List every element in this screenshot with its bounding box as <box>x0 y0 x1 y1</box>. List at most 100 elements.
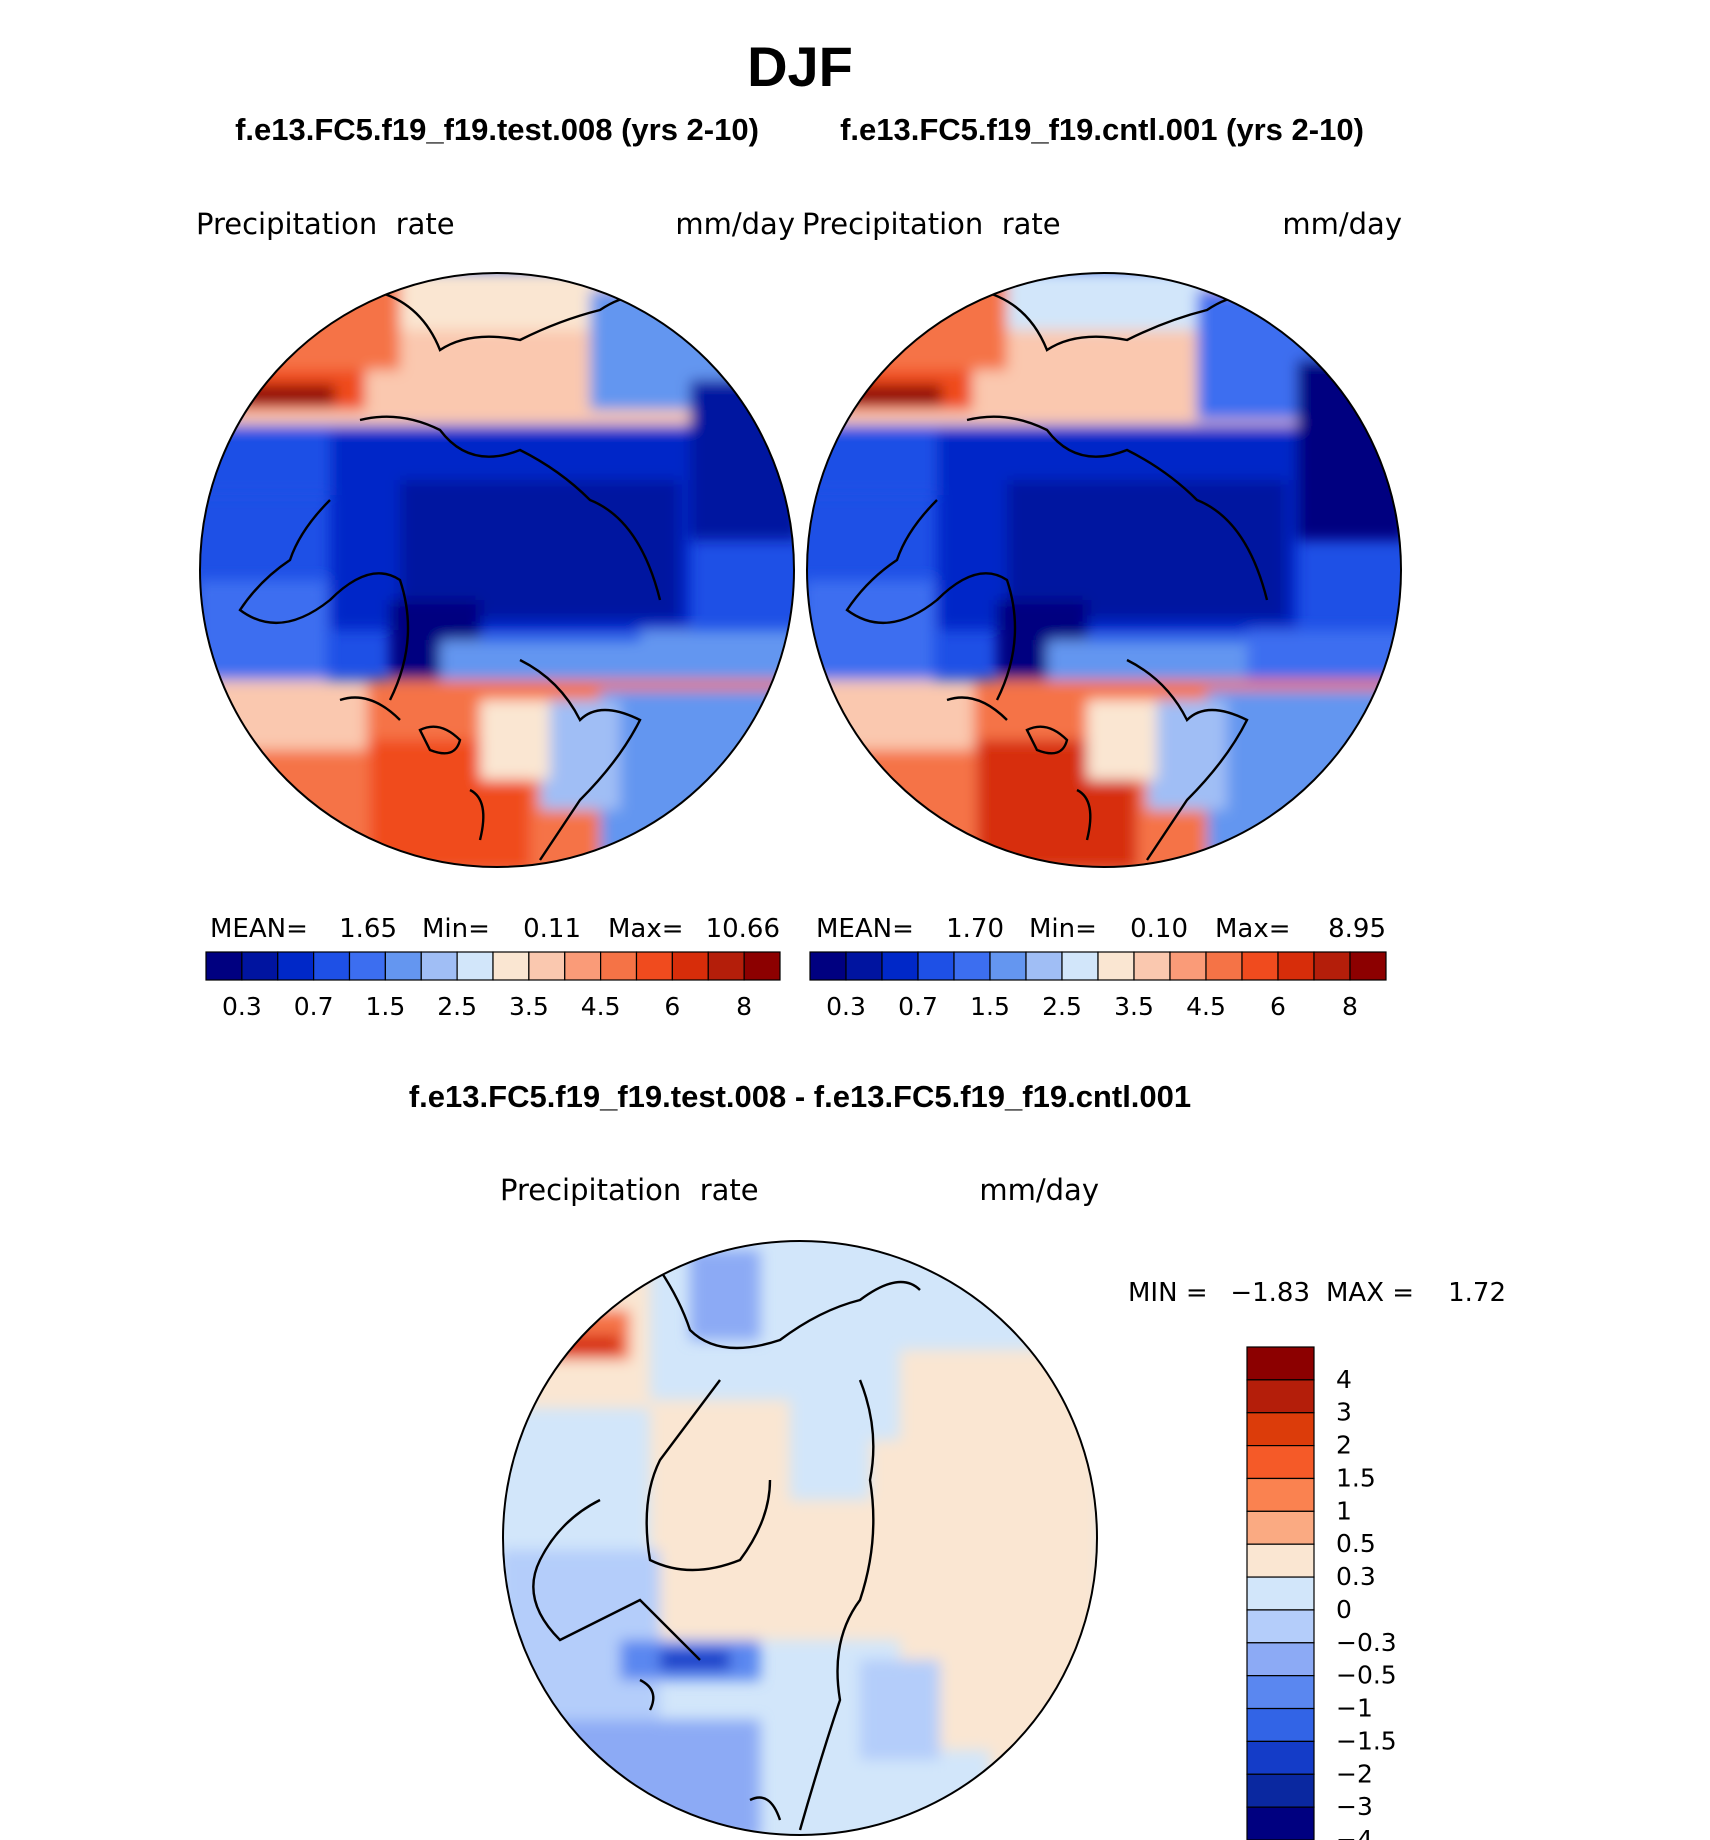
colorbar-swatch <box>1246 1477 1315 1512</box>
colorbar-swatch <box>1061 951 1099 981</box>
colorbar-swatch <box>671 951 709 981</box>
colorbar-tick-label: −1.5 <box>1336 1726 1397 1755</box>
colorbar-tick-label: 8 <box>1342 992 1358 1021</box>
colorbar-swatch <box>1097 951 1135 981</box>
max-label-test: Max= <box>608 914 684 944</box>
colorbar-swatch <box>743 951 781 981</box>
colorbar-swatch <box>1246 1675 1315 1710</box>
colorbar-swatch <box>1025 951 1063 981</box>
figure-title: DJF <box>747 35 853 98</box>
colorbar-tick-label: 0.3 <box>1336 1562 1376 1591</box>
colorbar-swatch <box>456 951 494 981</box>
mean-label-cntl: MEAN= <box>816 914 914 944</box>
colorbar-tick-label: 2.5 <box>1042 992 1082 1021</box>
colorbar-tick-label: 0.3 <box>222 992 262 1021</box>
colorbar-tick-label: 1.5 <box>365 992 405 1021</box>
coastlines-test <box>238 288 662 861</box>
colorbar-tick-label: 4.5 <box>1186 992 1226 1021</box>
colorbar-swatch <box>1246 1806 1315 1840</box>
colorbar-cntl: 0.3 0.7 1.5 2.5 3.5 4.5 6 8 <box>809 951 1387 1021</box>
colorbar-tick-label: 0.5 <box>1336 1529 1376 1558</box>
variable-label-test: Precipitation rate <box>196 207 455 241</box>
colorbar-swatch <box>348 951 386 981</box>
units-label-diff: mm/day <box>979 1173 1099 1207</box>
colorbar-tick-label: 8 <box>736 992 752 1021</box>
map-diff <box>502 1240 1098 1836</box>
min-value-test: 0.11 <box>523 914 581 944</box>
colorbar-swatch <box>600 951 638 981</box>
variable-label-cntl: Precipitation rate <box>802 207 1061 241</box>
min-label-test: Min= <box>422 914 490 944</box>
max-value-cntl: 8.95 <box>1328 914 1386 944</box>
colorbar-swatch <box>809 951 847 981</box>
colorbar-swatch <box>1246 1543 1315 1578</box>
colorbar-tick-label: −3 <box>1336 1792 1373 1821</box>
colorbar-swatch <box>420 951 458 981</box>
colorbar-tick-label: 0.3 <box>826 992 866 1021</box>
colorbar-swatch <box>1246 1740 1315 1775</box>
colorbar-diff: 4 3 2 1.5 1 0.5 0.3 0 −0.3 −0.5 −1 −1.5 −2 −3 −4 <box>1246 1346 1397 1840</box>
panel-title-cntl: f.e13.FC5.f19_f19.cntl.001 (yrs 2-10) <box>840 112 1364 147</box>
coastlines-diff <box>532 1269 921 1831</box>
panel-title-test: f.e13.FC5.f19_f19.test.008 (yrs 2-10) <box>235 112 759 147</box>
colorbar-tick-label: 3.5 <box>1114 992 1154 1021</box>
colorbar-test: 0.3 0.7 1.5 2.5 3.5 4.5 6 8 <box>205 951 781 1021</box>
colorbar-swatch <box>1169 951 1207 981</box>
colorbar-tick-label: 3 <box>1336 1398 1352 1427</box>
max-label-cntl: Max= <box>1215 914 1291 944</box>
colorbar-swatch <box>1246 1707 1315 1742</box>
colorbar-tick-label: −0.3 <box>1336 1628 1397 1657</box>
colorbar-tick-label: −4 <box>1336 1825 1373 1840</box>
colorbar-swatch <box>1246 1576 1315 1611</box>
colorbar-swatch <box>492 951 530 981</box>
colorbar-swatch <box>917 951 955 981</box>
colorbar-swatch <box>1241 951 1279 981</box>
colorbar-swatch <box>707 951 745 981</box>
colorbar-tick-label: 0.7 <box>898 992 938 1021</box>
units-label-test: mm/day <box>675 207 795 241</box>
colorbar-swatch <box>1246 1510 1315 1545</box>
colorbar-swatch <box>845 951 883 981</box>
colorbar-tick-label: 1.5 <box>970 992 1010 1021</box>
colorbar-swatch <box>528 951 566 981</box>
colorbar-tick-label: 4.5 <box>581 992 621 1021</box>
mean-label-test: MEAN= <box>210 914 308 944</box>
max-value-test: 10.66 <box>706 914 780 944</box>
colorbar-swatch <box>1246 1379 1315 1414</box>
min-value-cntl: 0.10 <box>1130 914 1188 944</box>
min-label-cntl: Min= <box>1029 914 1097 944</box>
colorbar-swatch <box>1246 1642 1315 1677</box>
map-cntl <box>806 272 1402 868</box>
colorbar-swatch <box>881 951 919 981</box>
coastlines-cntl <box>845 288 1269 861</box>
mean-value-cntl: 1.70 <box>946 914 1004 944</box>
colorbar-tick-label: 1.5 <box>1336 1463 1376 1492</box>
colorbar-swatch <box>1246 1412 1315 1447</box>
colorbar-tick-label: −1 <box>1336 1694 1373 1723</box>
colorbar-swatch <box>953 951 991 981</box>
colorbar-tick-label: −2 <box>1336 1759 1373 1788</box>
min-value-diff: −1.83 <box>1230 1278 1310 1308</box>
colorbar-swatch <box>241 951 279 981</box>
colorbar-swatch <box>635 951 673 981</box>
colorbar-swatch <box>1277 951 1315 981</box>
panel-title-diff: f.e13.FC5.f19_f19.test.008 - f.e13.FC5.f… <box>409 1079 1191 1114</box>
colorbar-tick-label: 4 <box>1336 1365 1352 1394</box>
max-label-diff: MAX = <box>1326 1278 1414 1308</box>
colorbar-swatch <box>1246 1773 1315 1808</box>
mean-value-test: 1.65 <box>339 914 397 944</box>
map-test <box>199 272 795 868</box>
colorbar-tick-label: 6 <box>1270 992 1286 1021</box>
colorbar-swatch <box>205 951 243 981</box>
colorbar-swatch <box>1205 951 1243 981</box>
colorbar-tick-label: 2.5 <box>437 992 477 1021</box>
colorbar-swatch <box>564 951 602 981</box>
colorbar-tick-label: −0.5 <box>1336 1661 1397 1690</box>
colorbar-tick-label: 2 <box>1336 1431 1352 1460</box>
min-label-diff: MIN = <box>1128 1278 1208 1308</box>
colorbar-swatch <box>1133 951 1171 981</box>
colorbar-swatch <box>1349 951 1387 981</box>
colorbar-swatch <box>1246 1346 1315 1381</box>
max-value-diff: 1.72 <box>1448 1278 1506 1308</box>
